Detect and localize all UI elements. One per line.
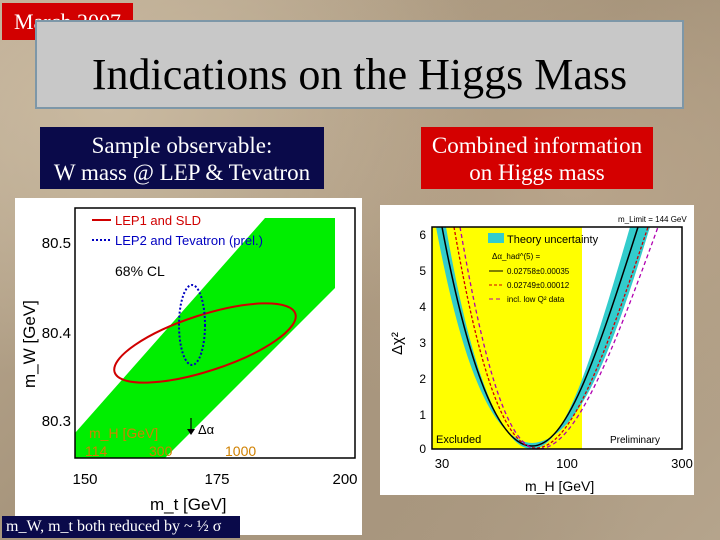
blueband-plot: m_Limit = 144 GeV Theory uncertainty Δα_… xyxy=(380,205,694,495)
wmass-plot: LEP1 and SLD LEP2 and Tevatron (prel.) 6… xyxy=(15,198,362,535)
corner-label: m_Limit = 144 GeV xyxy=(618,215,687,224)
bottom-note: m_W, m_t both reduced by ~ ½ σ xyxy=(2,516,240,538)
blueband-plot-svg: m_Limit = 144 GeV Theory uncertainty Δα_… xyxy=(389,215,693,494)
chi2-curve-lowq2 xyxy=(459,226,659,450)
left-caption-line2: W mass @ LEP & Tevatron xyxy=(53,160,311,185)
legend-title: Theory uncertainty xyxy=(507,234,599,246)
excluded-label: Excluded xyxy=(436,434,481,446)
mh-114: 114 xyxy=(85,443,108,459)
y-axis-label: Δχ² xyxy=(389,332,406,355)
theory-uncertainty-band xyxy=(436,227,650,449)
chi2-curve xyxy=(441,226,639,447)
plot-frame xyxy=(74,207,356,459)
y-tick-5: 5 xyxy=(419,264,426,278)
legend-lep2: LEP2 and Tevatron (prel.) xyxy=(115,233,263,248)
left-caption-line1: Sample observable: xyxy=(91,133,273,158)
legend-delta-alpha: Δα_had^(5) = xyxy=(492,252,541,261)
plot-frame xyxy=(431,226,683,450)
y-tick-2: 2 xyxy=(419,372,426,386)
delta-alpha-label: Δα xyxy=(198,422,215,437)
chi2-curve-alt xyxy=(453,226,649,449)
y-axis-label: m_W [GeV] xyxy=(20,300,39,388)
left-caption-box: Sample observable: W mass @ LEP & Tevatr… xyxy=(40,127,324,189)
preliminary-label: Preliminary xyxy=(610,435,660,446)
y-tick-6: 6 xyxy=(419,228,426,242)
wmass-plot-svg: LEP1 and SLD LEP2 and Tevatron (prel.) 6… xyxy=(20,207,358,514)
page-title: Indications on the Higgs Mass xyxy=(91,50,628,99)
y-tick-0: 0 xyxy=(419,442,426,456)
legend-item-3: incl. low Q² data xyxy=(507,295,565,304)
y-tick-80-3: 80.3 xyxy=(42,413,71,430)
title-box: Indications on the Higgs Mass xyxy=(35,20,684,109)
x-axis-label: m_t [GeV] xyxy=(150,495,227,514)
legend-item-2: 0.02749±0.00012 xyxy=(507,281,570,290)
lep2-tevatron-contour xyxy=(178,284,206,366)
cl-label: 68% CL xyxy=(115,263,165,279)
y-tick-1: 1 xyxy=(419,408,426,422)
x-tick-200: 200 xyxy=(332,471,357,488)
mh-300: 300 xyxy=(149,443,173,459)
allowed-yellow xyxy=(496,227,582,449)
y-tick-80-5: 80.5 xyxy=(42,235,71,252)
x-tick-150: 150 xyxy=(72,471,97,488)
x-tick-30: 30 xyxy=(435,456,449,471)
mh-1000: 1000 xyxy=(225,443,256,459)
right-caption-line1: Combined information xyxy=(431,133,643,158)
right-caption-box: Combined information on Higgs mass xyxy=(421,127,653,189)
y-tick-4: 4 xyxy=(419,300,426,314)
legend-item-1: 0.02758±0.00035 xyxy=(507,267,570,276)
lep1-sld-contour xyxy=(113,302,297,384)
x-tick-175: 175 xyxy=(204,471,229,488)
mh-label: m_H [GeV] xyxy=(89,425,158,441)
legend-lep1: LEP1 and SLD xyxy=(115,213,201,228)
y-tick-3: 3 xyxy=(419,336,426,350)
y-tick-80-4: 80.4 xyxy=(42,325,71,342)
x-tick-100: 100 xyxy=(556,456,578,471)
right-caption-line2: on Higgs mass xyxy=(469,160,605,185)
legend-cyan-swatch xyxy=(488,233,504,243)
x-axis-label: m_H [GeV] xyxy=(525,478,594,494)
delta-alpha-arrowhead xyxy=(187,429,195,435)
x-tick-300: 300 xyxy=(671,456,693,471)
